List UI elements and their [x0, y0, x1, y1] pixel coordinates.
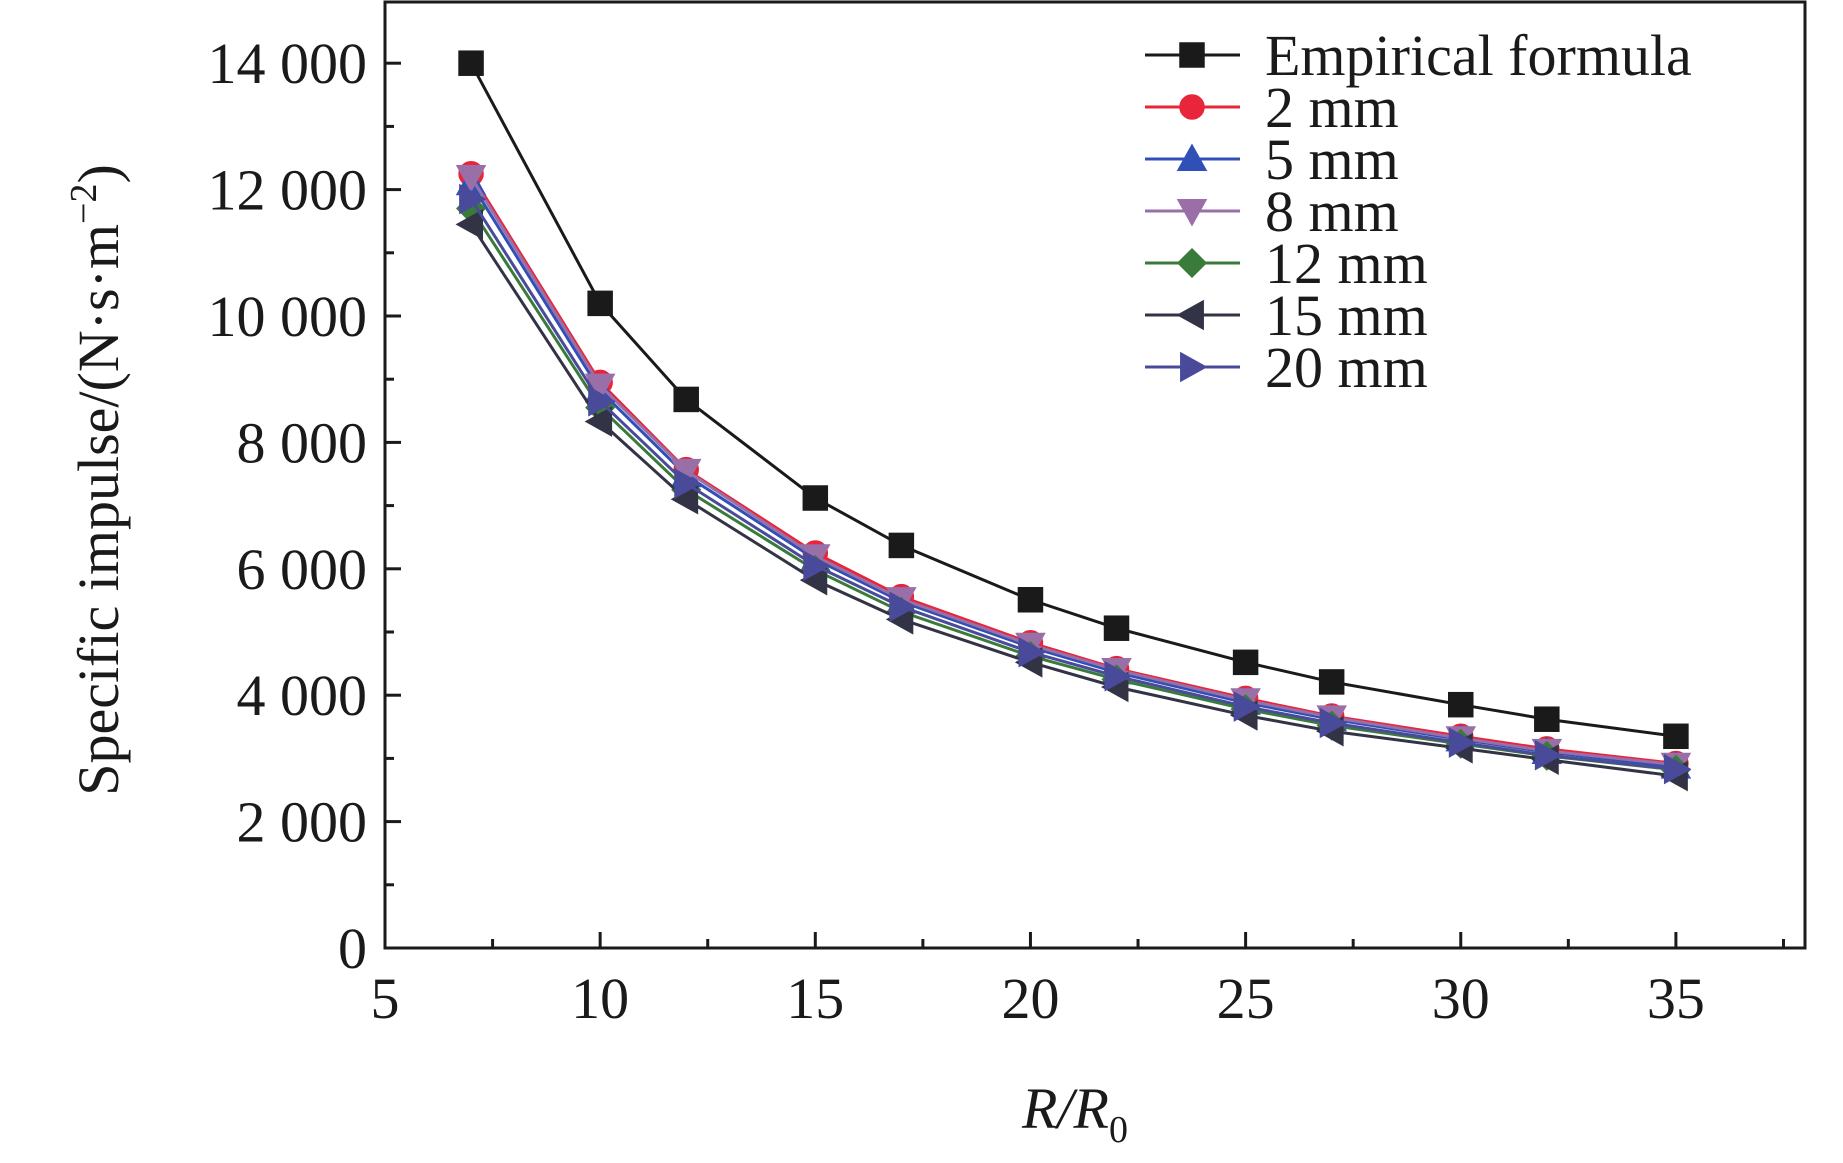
legend-marker	[1176, 299, 1204, 331]
data-point	[1534, 706, 1560, 732]
x-tick-label: 20	[1001, 966, 1059, 1031]
y-axis-title-superscript: −2	[63, 184, 105, 224]
data-point	[584, 373, 616, 402]
x-axis-title-subscript: 0	[1109, 1109, 1128, 1151]
data-point	[1233, 691, 1262, 722]
legend-marker	[1176, 199, 1208, 227]
y-tick-label: 8 000	[237, 410, 368, 475]
x-axis-title-main: R/R	[1021, 1076, 1109, 1141]
y-tick-label: 0	[338, 916, 367, 981]
data-point	[1663, 753, 1692, 785]
legend-label: 15 mm	[1265, 283, 1428, 348]
legend-label: 8 mm	[1265, 179, 1399, 244]
x-tick-label: 10	[571, 966, 629, 1031]
data-point	[1448, 691, 1474, 718]
legend-marker	[1176, 247, 1208, 279]
x-tick-label: 30	[1432, 966, 1490, 1031]
plot-frame	[383, 0, 1807, 950]
series-line	[469, 223, 1677, 778]
x-tick-label: 5	[371, 966, 400, 1031]
series-8-mm	[455, 165, 1692, 781]
data-point	[459, 183, 487, 215]
legend-marker	[1179, 42, 1205, 68]
legend-marker	[1179, 94, 1205, 120]
data-point	[673, 386, 699, 413]
legend-label: 12 mm	[1265, 231, 1428, 296]
data-point	[1017, 587, 1044, 613]
data-point	[1318, 669, 1345, 695]
y-tick-label: 14 000	[208, 31, 368, 96]
data-point	[1319, 707, 1348, 739]
y-axis-title-close: )	[66, 164, 131, 183]
data-point	[1018, 636, 1046, 668]
data-point	[802, 485, 829, 511]
y-tick-label: 4 000	[237, 663, 368, 728]
y-tick-label: 12 000	[208, 158, 368, 223]
series-line	[469, 198, 1677, 771]
legend-label: 20 mm	[1265, 335, 1428, 400]
series-empirical-formula	[458, 50, 1689, 750]
legend-label: 2 mm	[1265, 75, 1399, 140]
legend-marker	[1176, 143, 1208, 171]
data-point	[1104, 660, 1133, 692]
data-point	[674, 468, 702, 499]
legend-marker	[1180, 351, 1208, 383]
data-point	[1663, 723, 1689, 750]
plot-area	[455, 50, 1692, 792]
data-point	[889, 591, 917, 622]
y-axis-title: Specific impulse/(N·s·m−2)	[63, 164, 131, 796]
data-point	[458, 50, 484, 76]
series-15-mm	[455, 209, 1688, 792]
series-12-mm	[455, 193, 1691, 785]
legend-label: 5 mm	[1265, 127, 1399, 192]
y-axis-title-main: Specific impulse/(N·s·m	[66, 224, 131, 796]
x-tick-label: 25	[1217, 966, 1275, 1031]
series-20-mm	[459, 183, 1692, 785]
y-tick-label: 2 000	[237, 790, 368, 855]
data-point	[1103, 615, 1130, 641]
data-point	[455, 165, 487, 193]
series-line	[469, 207, 1677, 772]
series-line	[469, 182, 1677, 769]
data-point	[1448, 727, 1477, 758]
x-tick-label: 35	[1647, 966, 1705, 1031]
series-5-mm	[455, 167, 1692, 779]
series-line	[469, 176, 1677, 767]
data-point	[1534, 739, 1563, 771]
data-point	[455, 209, 484, 240]
y-tick-label: 10 000	[208, 284, 368, 349]
data-point	[584, 406, 613, 437]
legend-label: Empirical formula	[1265, 23, 1692, 88]
data-point	[1232, 649, 1259, 676]
data-point	[588, 386, 616, 417]
data-point	[587, 290, 613, 317]
x-axis: 5 10 15 20 25 30 35	[371, 932, 1785, 1031]
y-tick-label: 6 000	[237, 537, 368, 602]
series-2-mm	[458, 161, 1689, 777]
series-line	[469, 62, 1677, 738]
x-axis-title: R/R0	[1021, 1076, 1128, 1151]
x-tick-label: 15	[786, 966, 844, 1031]
data-point	[803, 550, 831, 581]
y-axis: 0 2 000 4 000 6 000 8 000 10 000 12 000 14 000	[208, 31, 401, 981]
data-point	[888, 532, 915, 559]
